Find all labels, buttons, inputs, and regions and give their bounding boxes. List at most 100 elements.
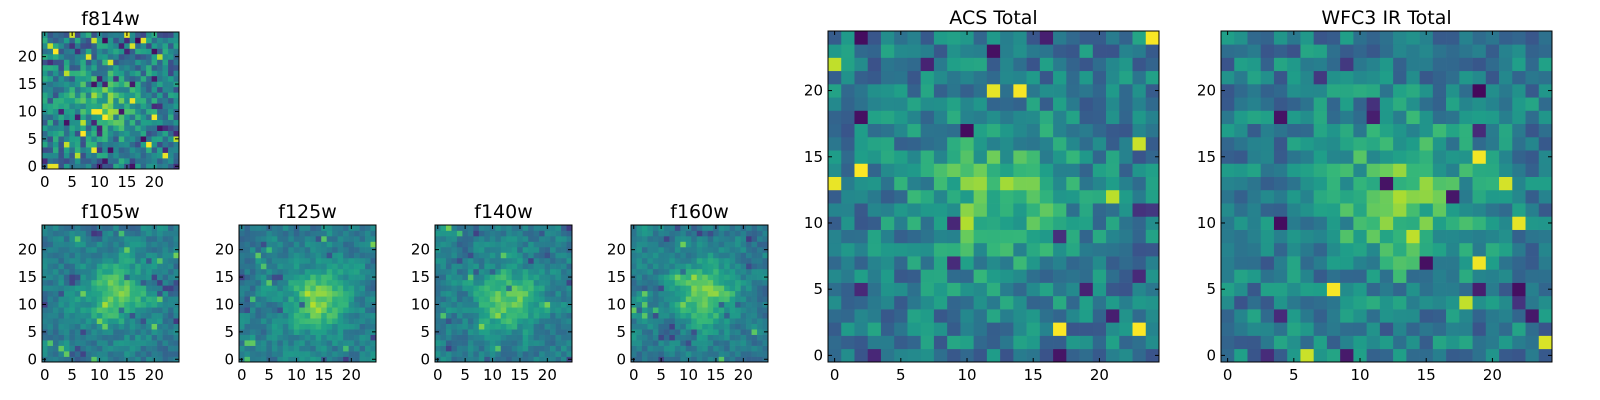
heatmap-cell [947,309,961,323]
heatmap-cell [129,119,136,126]
heatmap-cell [118,70,125,77]
heatmap-cell [1000,242,1014,257]
heatmap-cell [173,64,180,71]
heatmap-cell [1234,176,1248,191]
heatmap-cell [173,235,180,242]
heatmap-cell [129,108,136,115]
heatmap-cell [674,235,681,242]
heatmap-cell [636,290,643,297]
heatmap-cell [321,252,328,259]
heatmap-cell [168,163,174,170]
heatmap-cell [533,252,540,259]
heatmap-cell [746,296,752,303]
heatmap-cell [986,31,1001,45]
heatmap-cell [1053,150,1067,164]
heatmap-cell [680,257,687,264]
heatmap-cell [52,163,59,170]
heatmap-cell [140,119,147,126]
heatmap-cell [343,235,349,242]
heatmap-cell [1393,150,1407,164]
heatmap-cell [517,318,524,324]
heatmap-cell [332,323,338,330]
heatmap-cell [467,329,474,335]
heatmap-cell [1446,57,1460,72]
heatmap-cell [1106,44,1120,58]
heatmap-cell [746,307,752,314]
heatmap-cell [947,110,961,125]
heatmap-cell [271,307,278,314]
heatmap-cell [113,268,120,275]
heatmap-cell [1485,295,1500,310]
heatmap-cell [157,53,163,60]
heatmap-cell [440,285,447,292]
heatmap-cell [80,86,87,93]
heatmap-cell [47,114,54,121]
panel-title: f125w [278,201,337,223]
heatmap-cell [74,42,81,49]
heatmap-cell [1432,57,1447,72]
heatmap-cell [1221,70,1235,85]
heatmap-cell [63,136,70,142]
heatmap-cell [1039,176,1054,191]
heatmap-cell [173,307,180,314]
heatmap-cell [907,269,922,283]
heatmap-cell [933,322,948,336]
heatmap-cell [299,334,306,341]
heatmap-cell [124,86,131,93]
heatmap-cell [539,301,545,308]
heatmap-cell [746,246,752,253]
heatmap-cell [52,53,59,60]
heatmap-cell [102,235,109,242]
heatmap-cell [1234,44,1248,58]
heatmap-cell [729,279,736,286]
heatmap-cell [47,158,54,164]
heatmap-cell [1485,189,1500,204]
heatmap-cell [1393,242,1407,257]
heatmap-cell [63,64,70,71]
heatmap-cell [1026,309,1041,323]
heatmap-cell [1379,256,1394,270]
x-tick-label: 20 [538,366,557,384]
heatmap-cell [107,268,114,275]
heatmap-cell [304,290,311,297]
heatmap-cell [1525,335,1540,350]
heatmap-cell [1326,83,1341,98]
heatmap-cell [69,37,76,44]
heatmap-cell [80,53,87,60]
heatmap-cell [522,225,529,231]
heatmap-cell [282,356,289,363]
heatmap-cell [1234,97,1248,111]
heatmap-cell [52,274,59,281]
heatmap-cell [1393,229,1407,244]
heatmap-cell [724,340,730,346]
heatmap-cell [489,296,496,303]
heatmap-cell [332,252,338,259]
heatmap-cell [1525,256,1540,270]
heatmap-cell [354,334,360,341]
heatmap-cell [658,351,665,357]
heatmap-cell [1393,176,1407,191]
heatmap-cell [473,318,480,324]
heatmap-cell [271,268,278,275]
heatmap-cell [80,301,87,308]
heatmap-cell [113,230,120,237]
heatmap-cell [1287,57,1301,72]
heatmap-cell [1145,335,1160,350]
heatmap-cell [1260,163,1275,177]
heatmap-cell [1092,348,1107,363]
heatmap-cell [162,119,169,126]
heatmap-cell [669,225,676,231]
heatmap-cell [107,75,114,82]
heatmap-cell [365,263,371,270]
heatmap-cell [1485,176,1500,191]
heatmap-cell [1247,295,1262,310]
heatmap-cell [960,31,974,45]
heatmap-cell [867,163,882,177]
heatmap-cell [102,97,109,104]
heatmap-cell [359,340,366,346]
heatmap-cell [1119,309,1133,323]
heatmap-cell [724,318,730,324]
heatmap-cell [151,252,158,259]
heatmap-cell [58,252,65,259]
heatmap-cell [140,307,147,314]
